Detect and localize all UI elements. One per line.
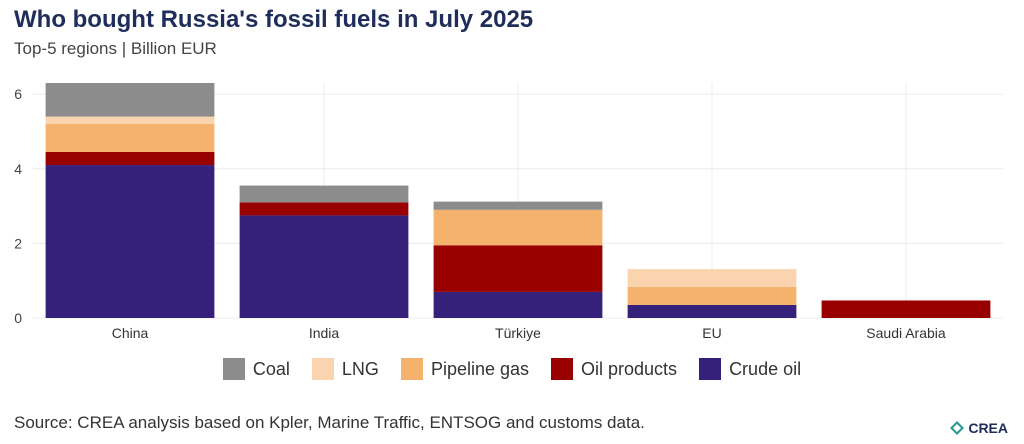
legend-label: Pipeline gas: [430, 358, 530, 379]
legend-swatch: [311, 358, 334, 380]
crea-logo-icon: [950, 421, 965, 435]
bar-segment-oil-products: [239, 202, 409, 216]
bar-segment-pipeline-gas: [433, 209, 603, 246]
legend-item: Coal: [222, 358, 290, 380]
legend-label: Coal: [252, 358, 290, 379]
crea-logo: CREA: [950, 420, 1008, 436]
source-note: Source: CREA analysis based on Kpler, Ma…: [14, 413, 645, 432]
chart-title: Who bought Russia's fossil fuels in July…: [14, 6, 534, 33]
bar-segment-coal: [433, 201, 603, 210]
stacked-bar-chart: 0 2 4 6 China India Türkiye EU Saudi Arabia: [14, 83, 1003, 341]
legend-swatch: [400, 358, 423, 380]
bar-segment-pipeline-gas: [627, 287, 797, 305]
bar-segment-oil-products: [45, 152, 215, 166]
bar-segment-coal: [239, 185, 409, 203]
y-tick-label: 6: [14, 86, 22, 102]
legend-swatch: [222, 358, 245, 380]
legend-label: Crude oil: [729, 358, 802, 379]
x-tick-label: Türkiye: [495, 325, 541, 341]
y-tick-label: 0: [14, 310, 22, 326]
bar-segment-crude-oil: [45, 165, 215, 318]
y-tick-label: 2: [14, 235, 22, 251]
x-tick-label: India: [309, 325, 340, 341]
chart-subtitle: Top-5 regions | Billion EUR: [14, 39, 217, 58]
y-tick-label: 4: [14, 161, 22, 177]
x-tick-label: China: [112, 325, 149, 341]
legend-swatch: [699, 358, 722, 380]
bar-segment-coal: [45, 83, 215, 117]
legend-item: Crude oil: [699, 358, 801, 380]
bar-segment-lng: [45, 116, 215, 125]
legend-item: Oil products: [551, 358, 677, 380]
x-tick-label: Saudi Arabia: [866, 325, 946, 341]
bar-segment-lng: [627, 269, 797, 288]
legend-swatch: [551, 358, 574, 380]
bar-segment-oil-products: [433, 245, 603, 292]
legend-item: LNG: [311, 358, 379, 380]
bar-segment-oil-products: [821, 300, 991, 318]
crea-logo-text: CREA: [968, 420, 1008, 436]
legend-item: Pipeline gas: [400, 358, 530, 380]
legend-label: LNG: [341, 358, 379, 379]
bar-segment-pipeline-gas: [45, 124, 215, 153]
bar-segment-crude-oil: [239, 215, 409, 318]
bar-segment-crude-oil: [627, 304, 797, 318]
bar-segment-crude-oil: [433, 291, 603, 318]
x-tick-label: EU: [702, 325, 721, 341]
chart-legend: Coal LNG Pipeline gas Oil products Crude oil: [0, 358, 1024, 380]
legend-label: Oil products: [581, 358, 678, 379]
